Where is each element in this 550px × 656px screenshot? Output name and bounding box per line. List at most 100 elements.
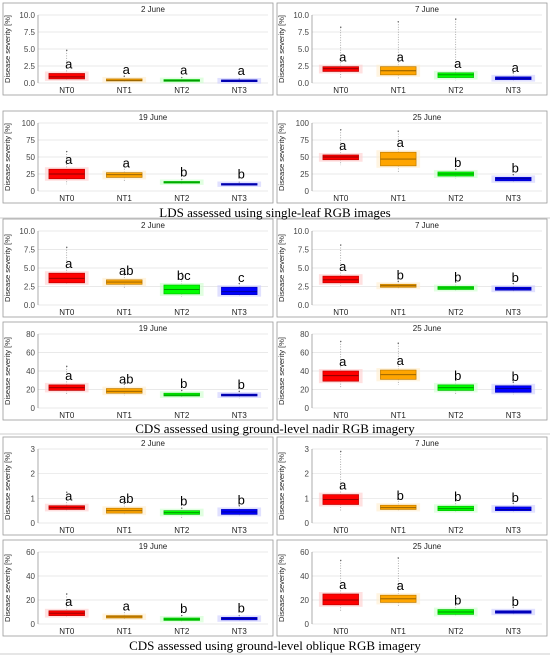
y-tick-label: 2.5 bbox=[24, 283, 36, 292]
x-tick-label: NT3 bbox=[506, 526, 522, 535]
x-tick-label: NT0 bbox=[59, 308, 75, 317]
box bbox=[495, 506, 532, 512]
box-max-point bbox=[340, 129, 342, 131]
panel-title: 19 June bbox=[139, 542, 168, 551]
x-tick-label: NT2 bbox=[174, 194, 190, 203]
y-tick-label: 7.5 bbox=[298, 28, 310, 37]
box-max-point bbox=[181, 507, 183, 509]
y-tick-label: 0 bbox=[305, 519, 310, 528]
box-max-point bbox=[123, 163, 125, 165]
x-tick-label: NT0 bbox=[333, 627, 349, 636]
box-max-point bbox=[340, 340, 342, 343]
box-max-point bbox=[340, 559, 342, 562]
y-tick-label: 0.0 bbox=[298, 301, 310, 310]
y-tick-label: 7.5 bbox=[298, 246, 310, 255]
y-tick-label: 20 bbox=[26, 386, 35, 395]
x-tick-label: NT2 bbox=[448, 526, 464, 535]
significance-letter: a bbox=[65, 152, 73, 167]
box-max-point bbox=[512, 282, 514, 285]
x-tick-label: NT2 bbox=[448, 194, 464, 203]
x-tick-label: NT2 bbox=[174, 526, 190, 535]
chart-panel: 7 June Disease severity [%] 0.0 2.5 5.0 7.5 10… bbox=[276, 2, 548, 96]
chart-panel: 25 June Disease severity [%] 0 25 50 75 100 a NT… bbox=[276, 110, 548, 204]
y-axis-label: Disease severity [%] bbox=[3, 234, 12, 302]
box-max-point bbox=[238, 282, 240, 285]
box-max-point bbox=[455, 379, 457, 381]
box-max-point bbox=[512, 173, 514, 176]
y-tick-label: 5.0 bbox=[24, 264, 36, 273]
panel-title: 19 June bbox=[139, 324, 168, 333]
y-tick-label: 7.5 bbox=[24, 28, 36, 37]
panel-frame bbox=[276, 436, 548, 536]
chart-panel: 19 June Disease severity [%] 0 20 40 60 a NT0 a N… bbox=[2, 539, 274, 637]
y-tick-label: 50 bbox=[26, 153, 35, 162]
box-max-point bbox=[455, 168, 457, 170]
x-tick-label: NT0 bbox=[59, 526, 75, 535]
box-max-point bbox=[512, 606, 514, 608]
significance-letter: a bbox=[339, 478, 347, 493]
x-tick-label: NT2 bbox=[448, 627, 464, 636]
box-max-point bbox=[123, 75, 125, 77]
significance-letter: b bbox=[238, 377, 245, 392]
y-tick-label: 100 bbox=[22, 119, 36, 128]
significance-letter: a bbox=[238, 63, 246, 78]
y-axis-label: Disease severity [%] bbox=[277, 234, 286, 302]
significance-letter: a bbox=[65, 489, 73, 504]
x-tick-label: NT3 bbox=[232, 627, 248, 636]
x-tick-label: NT2 bbox=[448, 86, 464, 95]
y-tick-label: 0 bbox=[305, 187, 310, 196]
y-tick-label: 50 bbox=[300, 153, 309, 162]
significance-letter: b bbox=[454, 270, 461, 285]
panel-title: 7 June bbox=[415, 221, 440, 230]
x-tick-label: NT1 bbox=[117, 411, 133, 420]
box-max-point bbox=[397, 342, 399, 344]
x-tick-label: NT0 bbox=[333, 86, 349, 95]
x-tick-label: NT0 bbox=[59, 411, 75, 420]
significance-letter: b bbox=[512, 369, 519, 384]
x-tick-label: NT0 bbox=[333, 308, 349, 317]
y-tick-label: 0 bbox=[31, 404, 36, 413]
box bbox=[106, 388, 143, 394]
significance-letter: ab bbox=[119, 372, 133, 387]
y-tick-label: 5.0 bbox=[24, 45, 36, 54]
panel-frame bbox=[276, 539, 548, 637]
box bbox=[322, 593, 359, 606]
box-max-point bbox=[455, 281, 457, 283]
x-tick-label: NT1 bbox=[117, 526, 133, 535]
significance-letter: b bbox=[454, 593, 461, 608]
significance-letter: a bbox=[339, 259, 347, 274]
panel-title: 7 June bbox=[415, 439, 440, 448]
significance-letter: b bbox=[454, 368, 461, 383]
significance-letter: a bbox=[339, 577, 347, 592]
y-tick-label: 7.5 bbox=[24, 246, 36, 255]
box-max-point bbox=[181, 389, 183, 392]
x-tick-label: NT1 bbox=[117, 194, 133, 203]
significance-letter: a bbox=[123, 599, 131, 614]
x-tick-label: NT3 bbox=[232, 86, 248, 95]
significance-letter: a bbox=[397, 50, 405, 65]
caption-cds-nadir: CDS assessed using ground-level nadir RG… bbox=[135, 421, 415, 436]
significance-letter: a bbox=[65, 594, 73, 609]
y-axis-label: Disease severity [%] bbox=[277, 452, 286, 520]
box-max-point bbox=[123, 608, 125, 611]
significance-letter: a bbox=[180, 63, 188, 78]
y-tick-label: 75 bbox=[26, 136, 35, 145]
box-max-point bbox=[397, 557, 399, 559]
box-max-point bbox=[512, 381, 514, 383]
box-max-point bbox=[123, 383, 125, 385]
significance-letter: a bbox=[339, 354, 347, 369]
panel-title: 25 June bbox=[413, 113, 442, 122]
box-max-point bbox=[66, 246, 68, 248]
significance-letter: a bbox=[65, 368, 73, 383]
y-tick-label: 20 bbox=[300, 596, 309, 605]
y-tick-label: 60 bbox=[300, 548, 309, 557]
significance-letter: c bbox=[238, 270, 245, 285]
y-tick-label: 0 bbox=[31, 187, 36, 196]
significance-letter: a bbox=[123, 156, 131, 171]
y-tick-label: 0 bbox=[31, 519, 36, 528]
box-max-point bbox=[340, 244, 342, 246]
box-max-point bbox=[340, 450, 342, 453]
y-tick-label: 80 bbox=[300, 330, 309, 339]
y-tick-label: 25 bbox=[26, 170, 35, 179]
